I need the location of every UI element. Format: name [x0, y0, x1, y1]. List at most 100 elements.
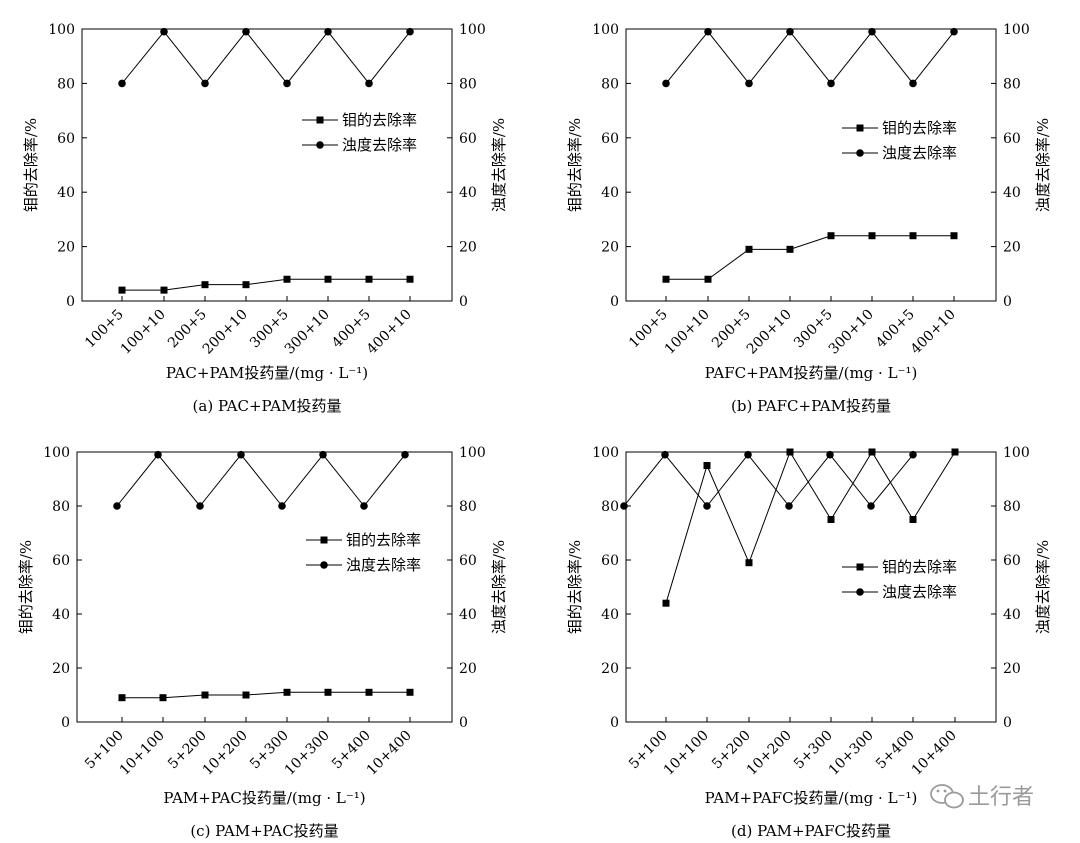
legend-label: 钼的去除率	[342, 111, 417, 129]
data-point-square	[786, 245, 794, 253]
data-point-square	[704, 275, 712, 283]
x-tick-label: 10+400	[909, 728, 960, 779]
legend-label: 钼的去除率	[882, 558, 957, 576]
y-tick-label-right: 20	[1003, 240, 1021, 256]
y-axis-label-right: 浊度去除率/%	[490, 540, 508, 634]
y-tick-label-right: 40	[1003, 607, 1021, 623]
y-tick-label-right: 0	[1003, 294, 1012, 310]
data-point-square	[909, 516, 917, 523]
y-tick-label-left: 0	[61, 715, 70, 731]
data-point-circle	[867, 502, 875, 510]
legend-label: 浊度去除率	[342, 136, 417, 154]
y-tick-label-left: 80	[52, 499, 70, 515]
watermark-text: 土行者	[968, 785, 1034, 810]
plot-frame	[81, 28, 453, 302]
data-point-circle	[704, 27, 712, 36]
data-point-square	[118, 694, 126, 702]
legend-marker-circle	[320, 561, 328, 569]
y-tick-label-left: 20	[601, 661, 619, 677]
data-point-circle	[160, 27, 168, 36]
series-line-turbidity	[121, 30, 411, 85]
data-point-circle	[785, 502, 793, 510]
x-tick-label: 400+10	[908, 307, 959, 358]
x-axis-label: PAM+PAFC投药量/(mg · L⁻¹)	[705, 789, 918, 807]
data-point-circle	[661, 450, 669, 459]
x-tick-label: 100+10	[118, 307, 169, 358]
x-tick-label: 10+200	[744, 728, 795, 779]
data-point-square	[745, 245, 753, 253]
legend-entry-molybdenum: 钼的去除率	[842, 119, 957, 137]
y-tick-label-right: 0	[459, 715, 468, 731]
data-point-circle	[744, 450, 752, 459]
data-point-circle	[196, 502, 204, 510]
data-point-circle	[201, 79, 209, 88]
y-tick-label-right: 100	[1003, 445, 1030, 461]
y-tick-label-right: 80	[1003, 76, 1021, 92]
series-line-molybdenum	[665, 450, 956, 604]
data-point-square	[745, 559, 753, 567]
series-line-turbidity	[116, 453, 406, 507]
data-point-circle	[360, 502, 368, 510]
data-point-square	[159, 694, 167, 702]
data-point-square	[868, 448, 876, 456]
chart-caption: (a) PAC+PAM投药量	[193, 397, 342, 415]
legend-marker-circle	[856, 588, 864, 596]
data-point-circle	[401, 450, 409, 459]
chart-caption: (b) PAFC+PAM投药量	[731, 397, 891, 415]
data-point-square	[365, 275, 373, 283]
y-tick-label-right: 40	[1003, 185, 1021, 201]
data-point-circle	[118, 79, 126, 88]
data-point-circle	[278, 502, 286, 510]
chart-caption: (c) PAM+PAC投药量	[190, 822, 338, 840]
y-tick-label-right: 60	[1003, 131, 1021, 147]
series-line-molybdenum	[122, 278, 410, 291]
data-point-square	[118, 286, 126, 294]
x-tick-label: 10+100	[117, 728, 168, 779]
data-point-square	[406, 688, 414, 696]
x-tick-label: 10+300	[282, 728, 333, 779]
series-line-molybdenum	[666, 235, 954, 280]
plot-frame	[625, 451, 997, 723]
y-tick-label-left: 20	[52, 661, 70, 677]
data-point-circle	[237, 450, 245, 459]
data-point-square	[365, 688, 373, 696]
legend-marker-square	[320, 536, 328, 544]
y-tick-label-right: 0	[1003, 715, 1012, 731]
data-point-circle	[827, 79, 835, 88]
legend-entry-turbidity: 浊度去除率	[842, 583, 957, 601]
chart-caption: (d) PAM+PAFC投药量	[731, 822, 891, 840]
data-point-circle	[909, 450, 917, 459]
data-point-square	[662, 599, 670, 607]
y-tick-label-left: 60	[57, 131, 75, 147]
x-tick-label: 200+10	[744, 307, 795, 358]
y-tick-label-right: 100	[1003, 22, 1030, 38]
y-tick-label-right: 0	[459, 294, 468, 310]
data-point-square	[827, 232, 835, 240]
series-line-turbidity	[665, 30, 955, 85]
y-axis-label-right: 浊度去除率/%	[1034, 118, 1052, 212]
data-point-circle	[283, 79, 291, 88]
data-point-square	[950, 232, 958, 240]
legend-entry-molybdenum: 钼的去除率	[306, 531, 421, 549]
data-point-circle	[909, 79, 917, 88]
y-tick-label-right: 100	[459, 22, 486, 38]
x-axis-label: PAC+PAM投药量/(mg · L⁻¹)	[166, 364, 368, 382]
data-point-square	[160, 286, 168, 294]
data-point-circle	[950, 27, 958, 36]
data-point-circle	[620, 502, 628, 510]
x-axis-label: PAFC+PAM投药量/(mg · L⁻¹)	[705, 364, 918, 382]
data-point-circle	[868, 27, 876, 36]
y-axis-label-right: 浊度去除率/%	[1034, 540, 1052, 634]
watermark: 土行者	[930, 784, 1034, 810]
legend-label: 浊度去除率	[346, 556, 421, 574]
data-point-square	[827, 516, 835, 523]
y-tick-label-left: 40	[52, 607, 70, 623]
x-axis-label: PAM+PAC投药量/(mg · L⁻¹)	[163, 789, 365, 807]
y-tick-label-right: 20	[459, 661, 477, 677]
y-tick-label-left: 100	[43, 445, 70, 461]
x-tick-label: 200+10	[200, 307, 251, 358]
